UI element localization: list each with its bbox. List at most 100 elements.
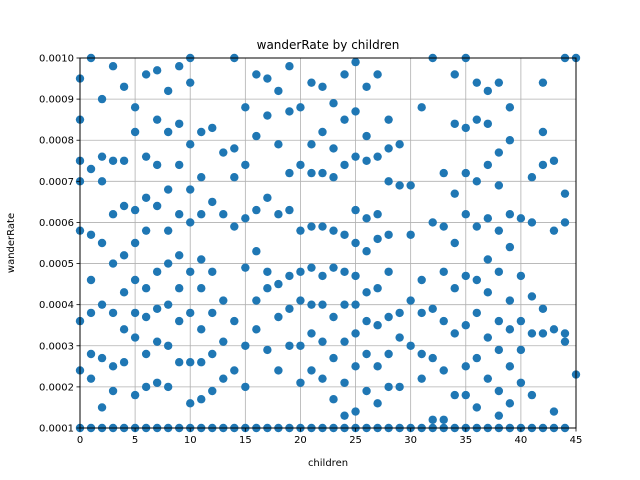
data-point: [472, 275, 481, 285]
data-point: [318, 168, 327, 178]
y-tick-label: 0.0010: [39, 54, 74, 65]
data-point: [163, 300, 173, 309]
data-point: [373, 284, 382, 293]
data-point: [362, 214, 371, 223]
data-point: [527, 390, 537, 400]
data-point: [296, 378, 305, 387]
data-point: [186, 308, 195, 318]
data-point: [362, 247, 371, 256]
data-point: [186, 358, 195, 367]
data-point: [450, 119, 459, 128]
data-point: [549, 156, 559, 165]
data-point: [318, 337, 327, 346]
data-point: [141, 382, 151, 392]
data-point: [417, 275, 426, 285]
data-point: [373, 321, 382, 330]
data-point: [516, 271, 526, 281]
data-point: [549, 325, 559, 334]
data-point: [152, 160, 162, 170]
data-point: [230, 222, 239, 231]
data-point: [197, 255, 206, 264]
data-point: [472, 115, 481, 124]
data-point: [152, 115, 162, 124]
data-point: [329, 226, 338, 235]
data-point: [560, 218, 570, 227]
data-point: [373, 152, 382, 161]
data-point: [119, 201, 129, 211]
y-tick-label: 0.0005: [39, 259, 74, 270]
y-tick-label: 0.0001: [39, 424, 74, 435]
data-point: [461, 168, 470, 178]
data-point: [461, 362, 470, 371]
data-point: [406, 230, 415, 239]
data-point: [252, 296, 261, 305]
data-point: [141, 284, 151, 293]
data-point: [241, 341, 250, 350]
data-point: [318, 82, 327, 91]
data-point: [141, 349, 151, 359]
data-point: [472, 177, 481, 186]
data-point: [186, 218, 195, 227]
data-point: [130, 205, 140, 215]
data-point: [252, 247, 261, 256]
data-point: [296, 103, 305, 112]
data-point: [186, 140, 195, 149]
y-tick-label: 0.0008: [39, 136, 74, 147]
data-point: [461, 390, 470, 400]
data-point: [417, 374, 426, 383]
data-point: [494, 148, 504, 157]
data-point: [219, 148, 228, 157]
data-point: [318, 127, 327, 137]
data-point: [97, 238, 107, 248]
data-point: [373, 234, 382, 244]
data-point: [175, 284, 184, 293]
data-point: [307, 263, 316, 272]
data-point: [340, 267, 349, 276]
x-tick-label: 40: [515, 435, 528, 446]
data-point: [340, 160, 349, 170]
data-point: [472, 222, 481, 231]
data-point: [395, 308, 404, 318]
data-point: [130, 390, 140, 400]
data-point: [340, 70, 349, 79]
data-point: [395, 181, 404, 190]
data-point: [516, 378, 526, 387]
data-point: [241, 263, 250, 272]
data-point: [384, 382, 393, 392]
data-point: [130, 127, 140, 137]
data-point: [208, 123, 217, 133]
data-point: [285, 205, 294, 215]
data-point: [163, 341, 173, 350]
data-point: [450, 284, 459, 293]
data-point: [472, 403, 481, 412]
data-point: [307, 366, 316, 375]
data-point: [108, 259, 118, 268]
data-point: [175, 62, 184, 71]
data-point: [461, 123, 470, 133]
data-point: [130, 238, 140, 248]
data-point: [263, 284, 272, 293]
data-point: [329, 395, 338, 404]
data-point: [208, 197, 217, 207]
y-tick-label: 0.0002: [39, 382, 74, 393]
data-point: [395, 382, 404, 392]
data-point: [362, 349, 371, 359]
data-point: [505, 103, 515, 112]
data-point: [384, 144, 393, 153]
data-point: [152, 337, 162, 346]
data-point: [384, 267, 393, 276]
data-point: [373, 399, 382, 408]
data-point: [175, 251, 184, 260]
data-point: [296, 296, 305, 305]
data-point: [329, 312, 338, 322]
data-point: [549, 226, 559, 235]
data-point: [307, 300, 316, 309]
data-point: [406, 296, 415, 305]
data-point: [483, 255, 493, 264]
data-point: [428, 218, 437, 227]
data-point: [384, 115, 393, 124]
data-point: [439, 415, 448, 424]
data-point: [208, 386, 217, 396]
data-point: [86, 230, 96, 239]
data-point: [483, 119, 493, 128]
